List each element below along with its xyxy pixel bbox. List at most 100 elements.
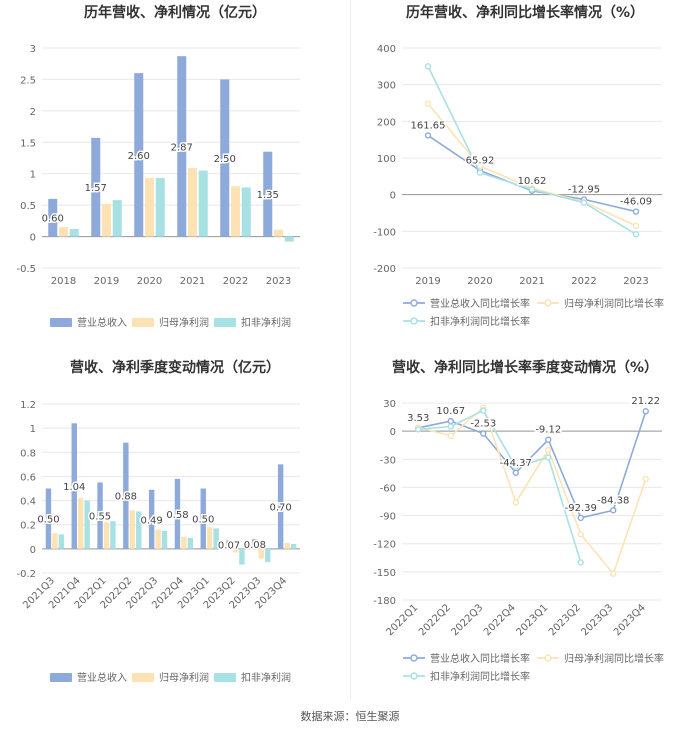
bar	[91, 137, 101, 237]
data-point	[632, 208, 640, 215]
y-tick-label: 400	[377, 44, 396, 55]
legend-swatch	[132, 318, 154, 327]
data-point	[424, 132, 432, 139]
bar	[134, 73, 144, 237]
data-point	[610, 507, 617, 514]
data-point	[545, 446, 552, 454]
legend-swatch	[214, 318, 236, 327]
series-line	[427, 103, 637, 227]
legend-swatch	[50, 318, 72, 327]
y-tick-label: 3	[30, 44, 36, 55]
data-label: 2.60	[128, 151, 150, 162]
legend-label: 营业总收入同比增长率	[430, 652, 530, 665]
y-tick-label: 2.5	[20, 75, 36, 86]
legend-label: 扣非净利润	[241, 671, 291, 684]
legend-label: 营业总收入同比增长率	[430, 297, 530, 310]
bar	[136, 511, 142, 549]
x-tick-label: 2022Q3	[450, 602, 486, 638]
data-label: 0.50	[37, 515, 59, 526]
data-label: 0.50	[192, 515, 214, 526]
y-tick-label: 0	[30, 545, 36, 556]
data-point	[545, 436, 552, 443]
x-tick-label: 2022	[571, 276, 596, 287]
bar	[284, 542, 290, 549]
bar	[198, 170, 208, 237]
data-label: 2.50	[214, 154, 236, 165]
data-point	[632, 231, 640, 238]
bar	[220, 79, 230, 237]
bar	[110, 521, 116, 549]
bar	[277, 464, 284, 549]
data-point	[577, 531, 584, 538]
y-tick-label: 0.4	[20, 497, 36, 508]
bar	[77, 498, 84, 549]
y-tick-label: 1.2	[20, 400, 36, 411]
legend-marker	[410, 654, 418, 662]
bar	[265, 548, 271, 563]
y-tick-label: -0.2	[16, 569, 36, 580]
legend-label: 归母净利润	[159, 671, 209, 684]
annual-revenue-profit-chart: 历年营收、净利情况（亿元） -0.5 0 0.5 1 1.5 2 2.5 3 2018 2019 2…	[0, 0, 350, 350]
chart-canvas: -0.200.20.40.60.811.22021Q32021Q42022Q12…	[16, 400, 300, 684]
data-label: 0.70	[270, 503, 292, 514]
bar	[187, 537, 194, 549]
data-point	[424, 100, 432, 107]
bar	[129, 510, 136, 549]
bar	[58, 534, 65, 549]
bar	[69, 229, 79, 237]
series-line	[427, 65, 637, 235]
data-point	[632, 222, 640, 230]
bar	[239, 548, 245, 565]
bar	[71, 423, 77, 549]
quarterly-growth-rate-chart: 营收、净利同比增长率季度变动情况（%） -180 -150 -120 -90 -60 -3…	[350, 355, 700, 700]
data-point	[577, 559, 584, 566]
data-point	[512, 469, 519, 476]
x-tick-label: 2020	[137, 276, 162, 287]
legend-swatch	[214, 673, 236, 682]
x-tick-label: 2022Q4	[482, 602, 518, 638]
x-tick-label: 2019	[415, 276, 440, 287]
series-line	[418, 409, 582, 563]
data-label: 161.65	[411, 120, 446, 131]
chart-title: 营收、净利同比增长率季度变动情况（%）	[391, 360, 659, 376]
y-tick-label: -150	[373, 568, 396, 579]
data-label: 1.35	[257, 190, 279, 201]
chart-canvas: -180-150-120-90-60-300302022Q12022Q22022…	[373, 395, 664, 683]
y-tick-label: -100	[373, 227, 396, 238]
data-point	[642, 475, 649, 483]
data-label: 2.87	[171, 142, 193, 153]
bar	[213, 528, 219, 549]
bar	[230, 186, 241, 237]
bar	[187, 168, 198, 237]
y-tick-label: 0	[30, 233, 36, 244]
bar	[252, 539, 258, 549]
data-point	[480, 430, 487, 437]
y-tick-label: 1	[30, 170, 36, 181]
data-label: 21.22	[631, 396, 660, 407]
bar	[290, 544, 297, 549]
data-label: 0.49	[141, 515, 163, 526]
legend-marker	[410, 672, 418, 680]
data-label: 3.53	[407, 413, 429, 424]
y-tick-label: 1	[30, 424, 36, 435]
x-tick-label: 2018	[51, 276, 76, 287]
legend-swatch	[132, 673, 154, 682]
bar	[45, 488, 52, 549]
y-tick-label: 1.5	[20, 138, 36, 149]
data-label: -9.12	[535, 425, 561, 436]
legend-swatch	[50, 673, 72, 682]
bar	[258, 548, 265, 559]
bar	[144, 178, 155, 237]
bar	[232, 548, 239, 553]
bar	[97, 482, 103, 549]
data-point	[545, 454, 552, 461]
annual-growth-rate-chart: 历年营收、净利同比增长率情况（%） -200 -100 0 100 200 300 400 2…	[350, 0, 700, 350]
data-label: 0.58	[166, 510, 188, 521]
data-label: -46.09	[620, 197, 652, 208]
data-label: -44.37	[500, 458, 532, 469]
series-line	[427, 134, 637, 213]
y-tick-label: 0	[390, 191, 396, 202]
data-label: 0.60	[42, 214, 64, 225]
y-tick-label: 0	[390, 427, 396, 438]
bar	[284, 236, 294, 242]
